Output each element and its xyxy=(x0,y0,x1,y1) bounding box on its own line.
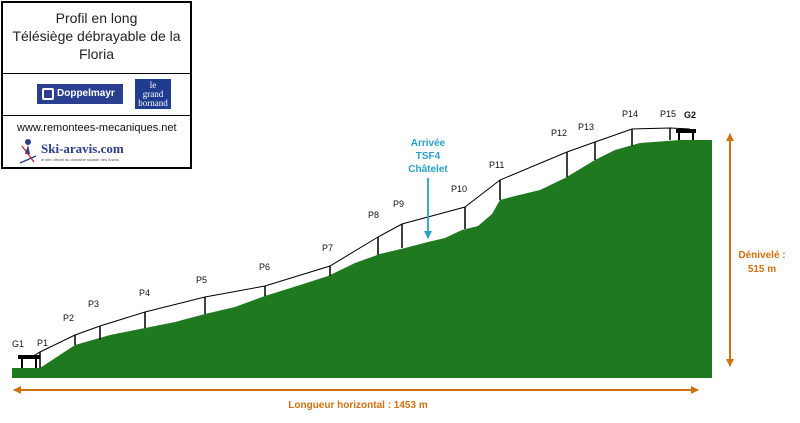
title-line-1: Profil en long xyxy=(55,10,138,26)
website-url: www.remontees-mecaniques.net xyxy=(17,122,177,134)
pylon-label-p11: P11 xyxy=(489,160,504,170)
grand-bornand-logo: le grand bornand xyxy=(135,79,171,109)
logos-row: Doppelmayr le grand bornand xyxy=(3,73,190,115)
pylon-label-p15: P15 xyxy=(660,109,676,119)
pylon-label-p3: P3 xyxy=(88,299,99,309)
pylon-label-p8: P8 xyxy=(368,210,379,220)
pylon-label-p5: P5 xyxy=(196,275,207,285)
vertical-dimension: Dénivelé : 515 m xyxy=(726,133,786,367)
doppelmayr-logo: Doppelmayr xyxy=(37,84,123,104)
vertical-label-line-1: Dénivelé : xyxy=(738,250,785,261)
title-line-3: Floria xyxy=(78,46,114,62)
title-line-2: Télésiège débrayable de la xyxy=(12,28,181,44)
pylon-label-p13: P13 xyxy=(578,122,594,132)
station-label-g2: G2 xyxy=(684,110,696,120)
pylon-label-p4: P4 xyxy=(139,288,150,298)
skier-icon xyxy=(19,139,37,164)
pylon-label-p7: P7 xyxy=(322,243,333,253)
pylon-label-p12: P12 xyxy=(551,128,567,138)
pylon-label-p10: P10 xyxy=(451,184,467,194)
pylon-label-p1: P1 xyxy=(37,338,48,348)
vertical-label-line-2: 515 m xyxy=(748,264,776,275)
doppelmayr-mark-icon xyxy=(42,88,54,100)
terrain xyxy=(12,140,712,378)
ski-aravis-logo: Ski-aravis.com le site officiel du domai… xyxy=(15,138,145,166)
info-box: Profil en long Télésiège débrayable de l… xyxy=(1,1,192,169)
annotation-line-2: TSF4 xyxy=(416,151,441,162)
arrival-annotation: Arrivée TSF4 Châtelet xyxy=(408,138,448,239)
website-row: www.remontees-mecaniques.net Ski-aravis.… xyxy=(3,115,190,171)
pylon-label-p14: P14 xyxy=(622,109,638,119)
annotation-line-1: Arrivée xyxy=(411,138,446,149)
station-g1 xyxy=(18,355,40,368)
pylon-label-p2: P2 xyxy=(63,313,74,323)
pylon-label-p9: P9 xyxy=(393,199,404,209)
pylon-label-p6: P6 xyxy=(259,262,270,272)
station-label-g1: G1 xyxy=(12,339,24,349)
horizontal-label: Longueur horizontal : 1453 m xyxy=(288,400,428,411)
annotation-line-3: Châtelet xyxy=(408,164,448,175)
horizontal-dimension: Longueur horizontal : 1453 m xyxy=(13,386,699,411)
station-g2 xyxy=(676,129,696,140)
diagram-title: Profil en long Télésiège débrayable de l… xyxy=(3,9,190,63)
